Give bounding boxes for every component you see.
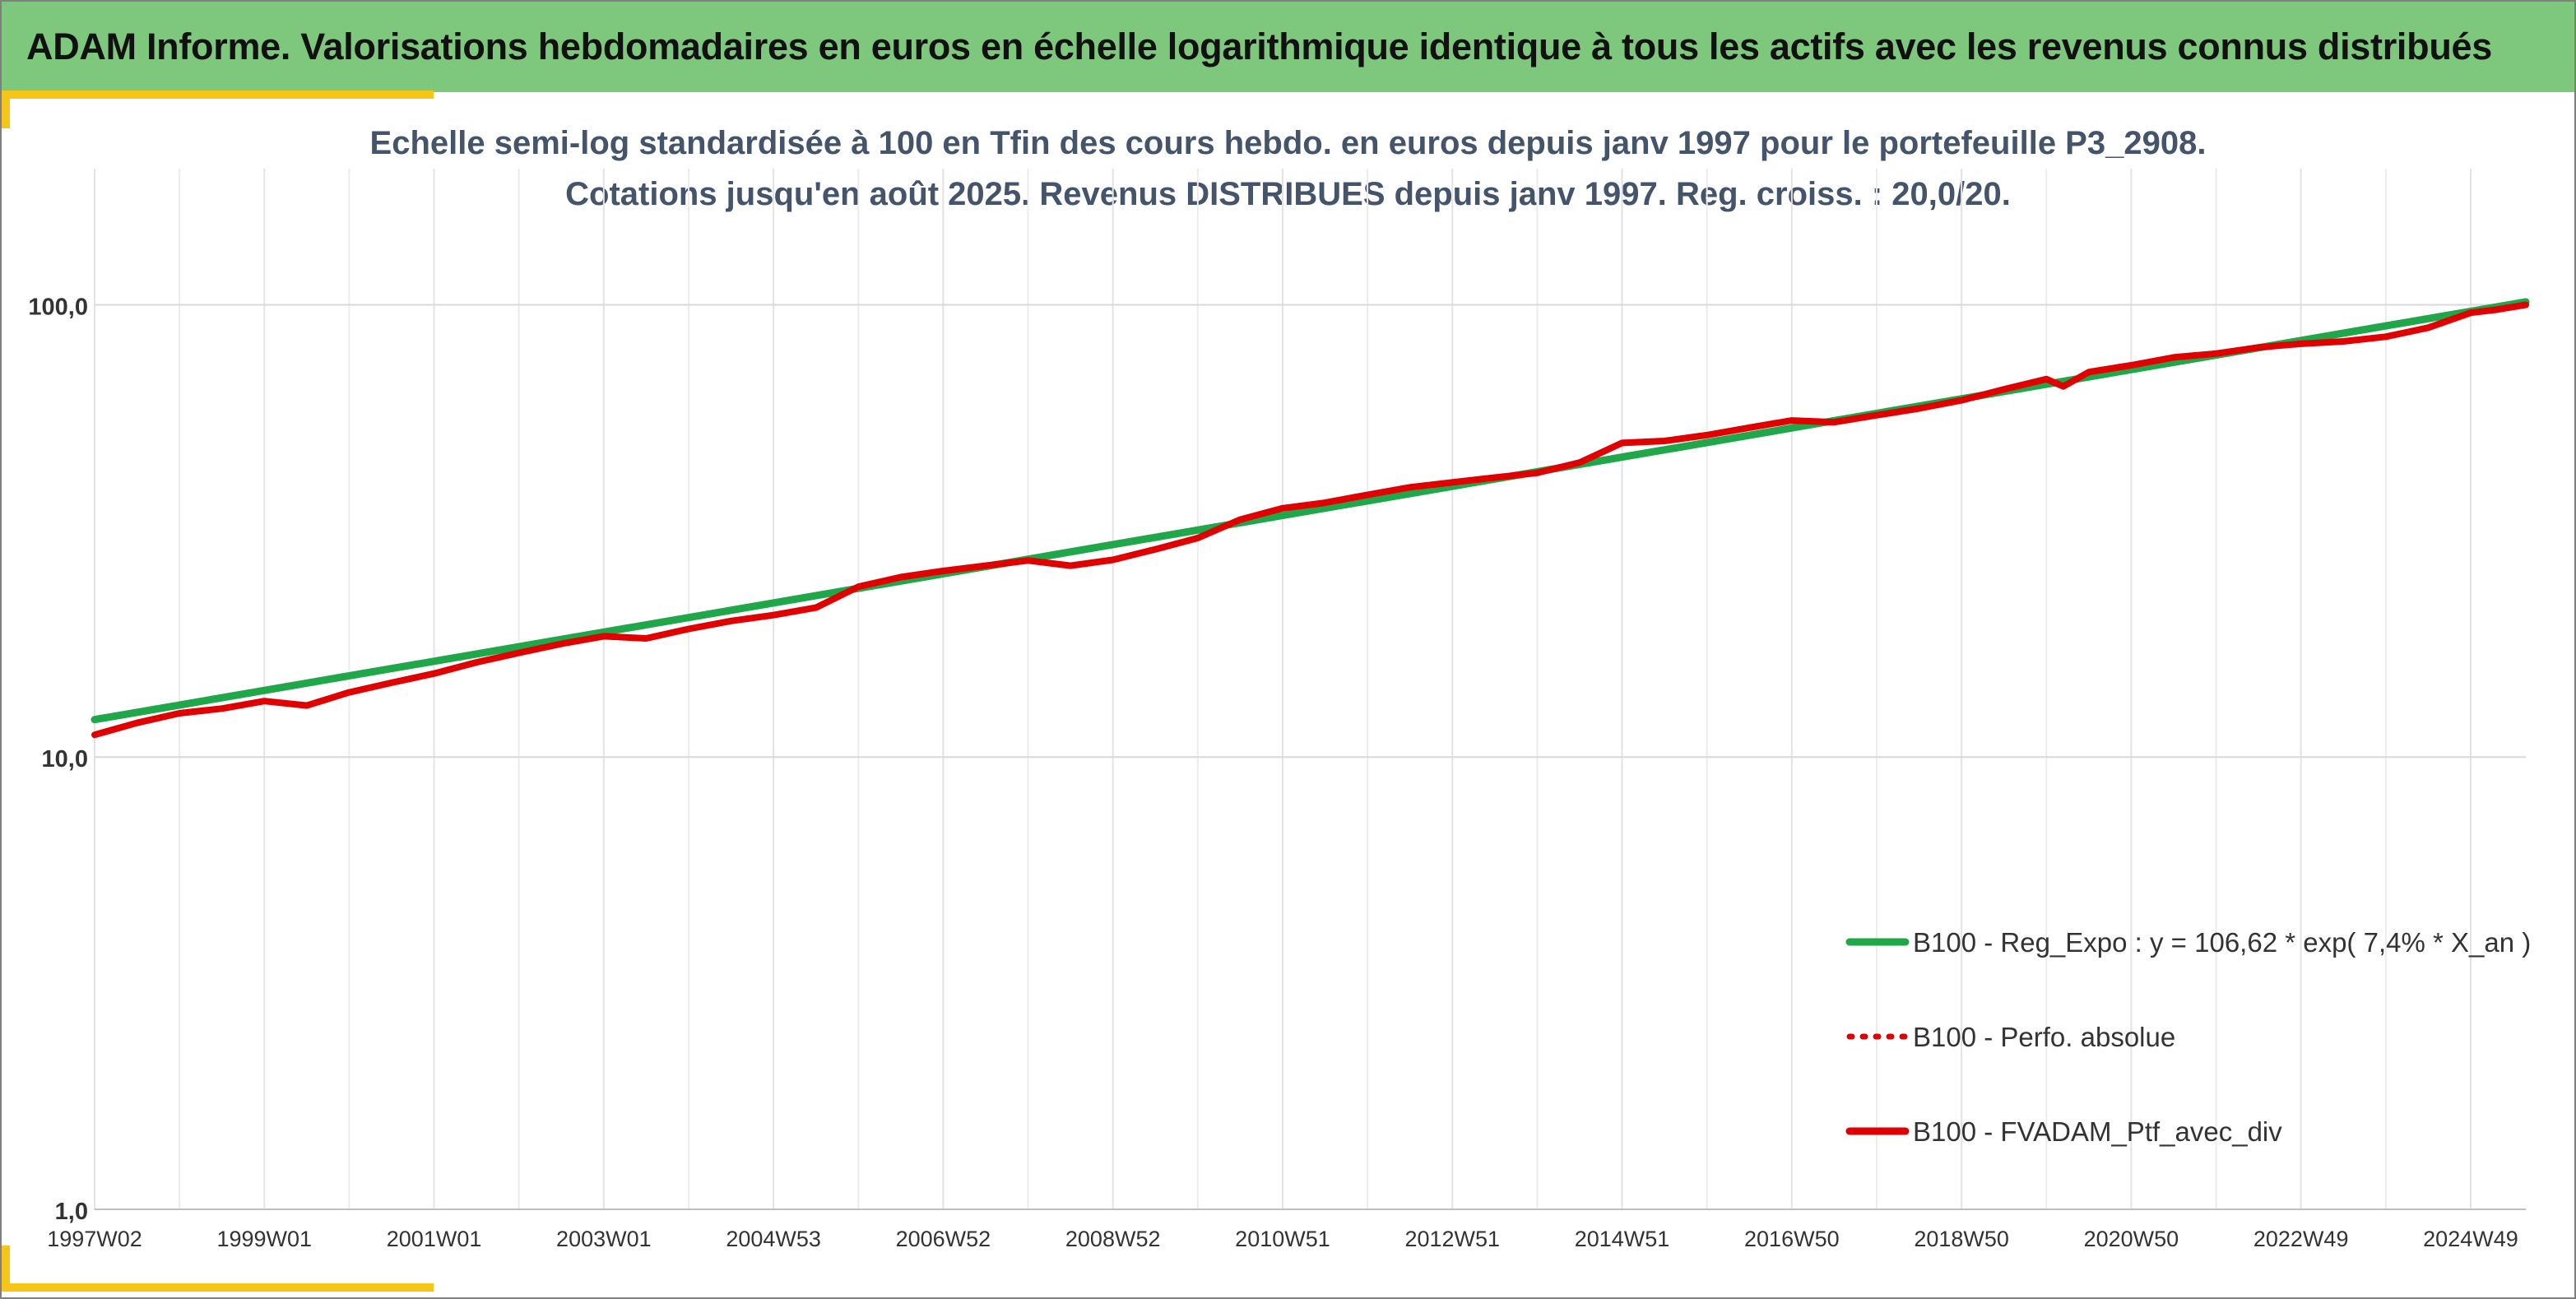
- x-tick-label: 2008W52: [1065, 1227, 1161, 1251]
- x-tick-label: 2003W01: [556, 1227, 652, 1251]
- x-tick-label: 2010W51: [1235, 1227, 1330, 1251]
- y-tick-label: 100,0: [28, 294, 88, 320]
- x-tick-label: 2016W50: [1744, 1227, 1840, 1251]
- legend: B100 - Reg_Expo : y = 106,62 * exp( 7,4%…: [1845, 927, 2531, 1147]
- x-tick-label: 2018W50: [1914, 1227, 2009, 1251]
- x-tick-label: 2004W53: [726, 1227, 821, 1251]
- y-tick-label: 1,0: [55, 1199, 88, 1225]
- x-tick-label: 2020W50: [2084, 1227, 2179, 1251]
- y-tick-label: 10,0: [42, 746, 88, 772]
- grid-lines: [94, 169, 2526, 1210]
- x-tick-label: 2014W51: [1575, 1227, 1670, 1251]
- series-line-2: [91, 301, 2529, 739]
- x-tick-label: 2022W49: [2253, 1227, 2349, 1251]
- legend-label: B100 - Perfo. absolue: [1913, 1022, 2175, 1052]
- series-group: [91, 298, 2530, 739]
- corner-accent: [2, 90, 434, 99]
- chart-title-line-1: Echelle semi-log standardisée à 100 en T…: [369, 125, 2207, 161]
- legend-label: B100 - Reg_Expo : y = 106,62 * exp( 7,4%…: [1913, 927, 2531, 958]
- header-title: ADAM Informe. Valorisations hebdomadaire…: [26, 26, 2492, 67]
- corner-accent: [2, 1283, 434, 1292]
- legend-label: B100 - FVADAM_Ptf_avec_div: [1913, 1116, 2282, 1147]
- x-tick-label: 1997W02: [47, 1227, 142, 1251]
- x-tick-label: 1999W01: [216, 1227, 312, 1251]
- corner-accent: [2, 90, 10, 128]
- x-tick-label: 2024W49: [2423, 1227, 2518, 1251]
- corner-accent: [2, 1246, 10, 1292]
- chart-title-line-2: Cotations jusqu'en août 2025. Revenus DI…: [565, 176, 2011, 212]
- x-tick-label: 2001W01: [387, 1227, 482, 1251]
- x-tick-label: 2012W51: [1404, 1227, 1500, 1251]
- x-tick-label: 2006W52: [896, 1227, 991, 1251]
- series-line-0: [91, 298, 2530, 724]
- header-bar: ADAM Informe. Valorisations hebdomadaire…: [2, 2, 2574, 92]
